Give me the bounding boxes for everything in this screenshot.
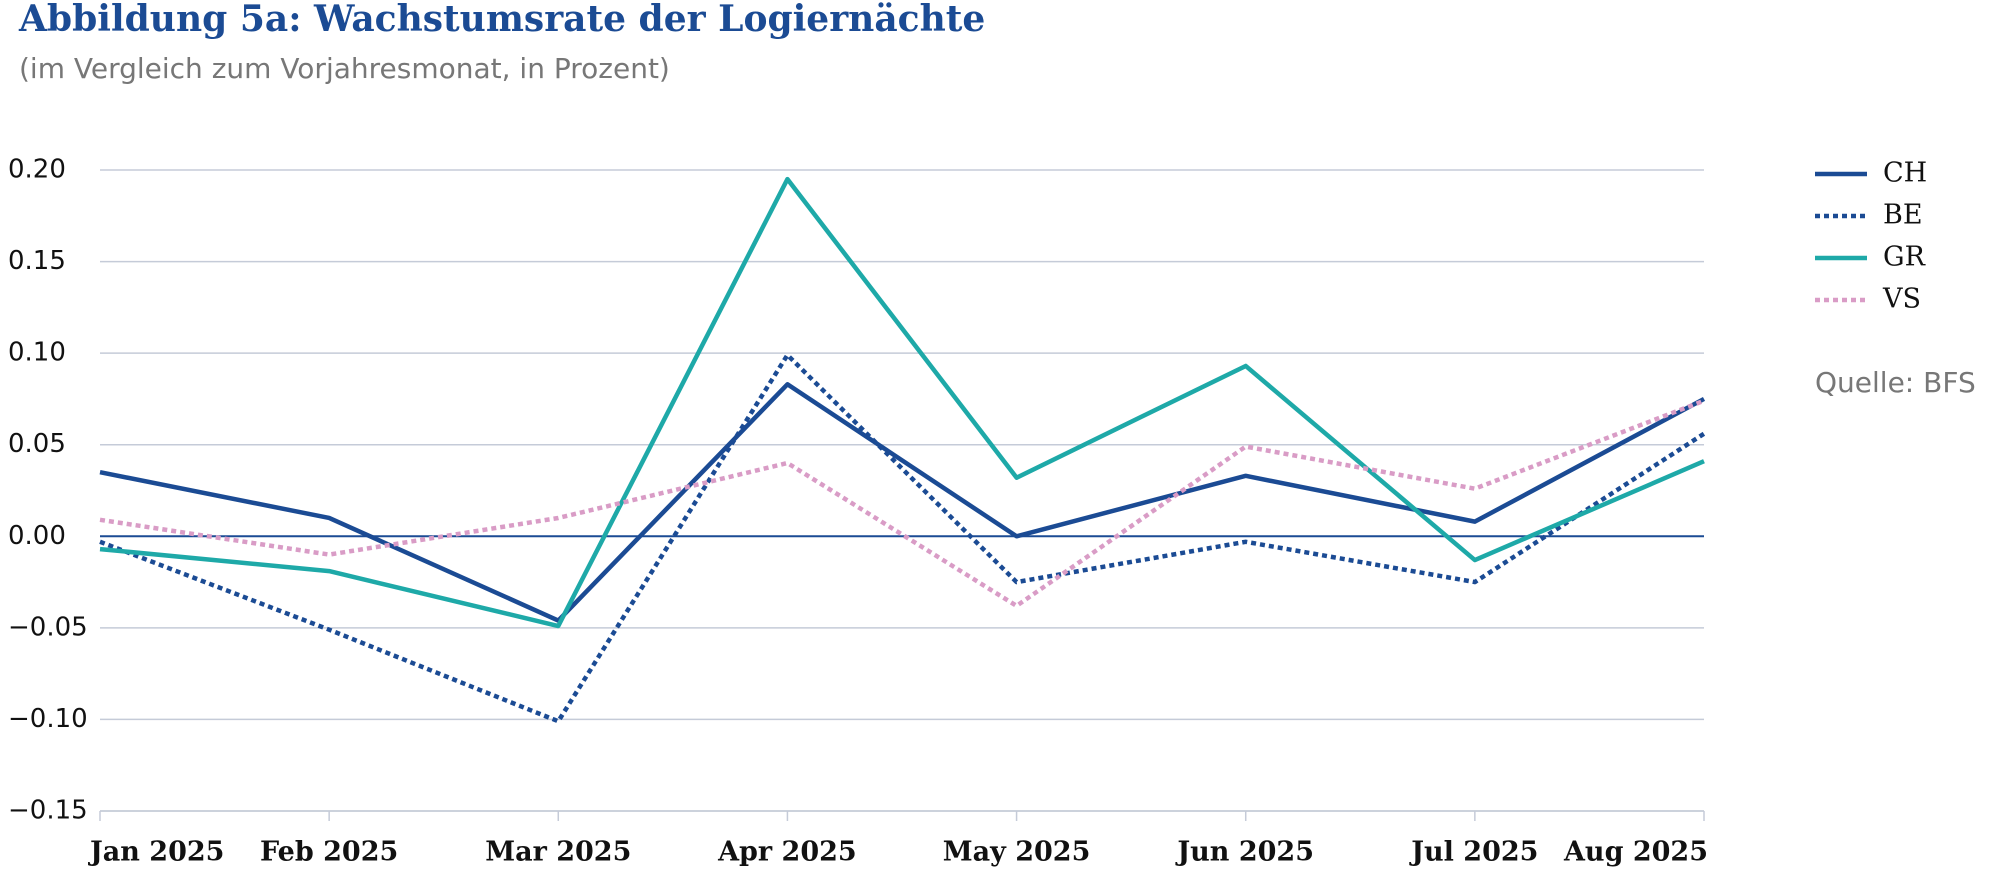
y-tick-label: 0.20 xyxy=(8,155,66,185)
y-tick-label: −0.05 xyxy=(8,612,88,642)
x-tick-label: Jan 2025 xyxy=(88,837,224,868)
x-tick-label: Apr 2025 xyxy=(717,837,857,868)
line-series xyxy=(99,352,1706,724)
x-tick-label: Feb 2025 xyxy=(260,837,398,868)
line-series xyxy=(99,382,1706,623)
legend-label: CH xyxy=(1883,158,1927,189)
y-tick-label: 0.05 xyxy=(8,429,66,459)
legend-label: BE xyxy=(1883,200,1923,231)
source-note: Quelle: BFS xyxy=(1815,366,1976,399)
line-series xyxy=(99,398,1705,609)
y-tick-label: −0.10 xyxy=(8,704,88,734)
line-series xyxy=(99,176,1705,629)
x-tick-label: Mar 2025 xyxy=(485,837,631,868)
x-tick-label: Jun 2025 xyxy=(1175,837,1314,868)
x-tick-label: Aug 2025 xyxy=(1563,837,1708,868)
y-tick-label: 0.10 xyxy=(8,338,66,368)
x-tick-label: Jul 2025 xyxy=(1409,837,1538,868)
y-tick-label: 0.15 xyxy=(8,246,66,276)
chart-subtitle: (im Vergleich zum Vorjahresmonat, in Pro… xyxy=(19,52,670,85)
legend-label: VS xyxy=(1882,284,1921,315)
chart-title: Abbildung 5a: Wachstumsrate der Logiernä… xyxy=(18,0,985,40)
legend-label: GR xyxy=(1883,242,1926,273)
y-tick-label: −0.15 xyxy=(8,796,88,826)
y-tick-label: 0.00 xyxy=(8,521,66,551)
x-tick-label: May 2025 xyxy=(943,837,1091,868)
